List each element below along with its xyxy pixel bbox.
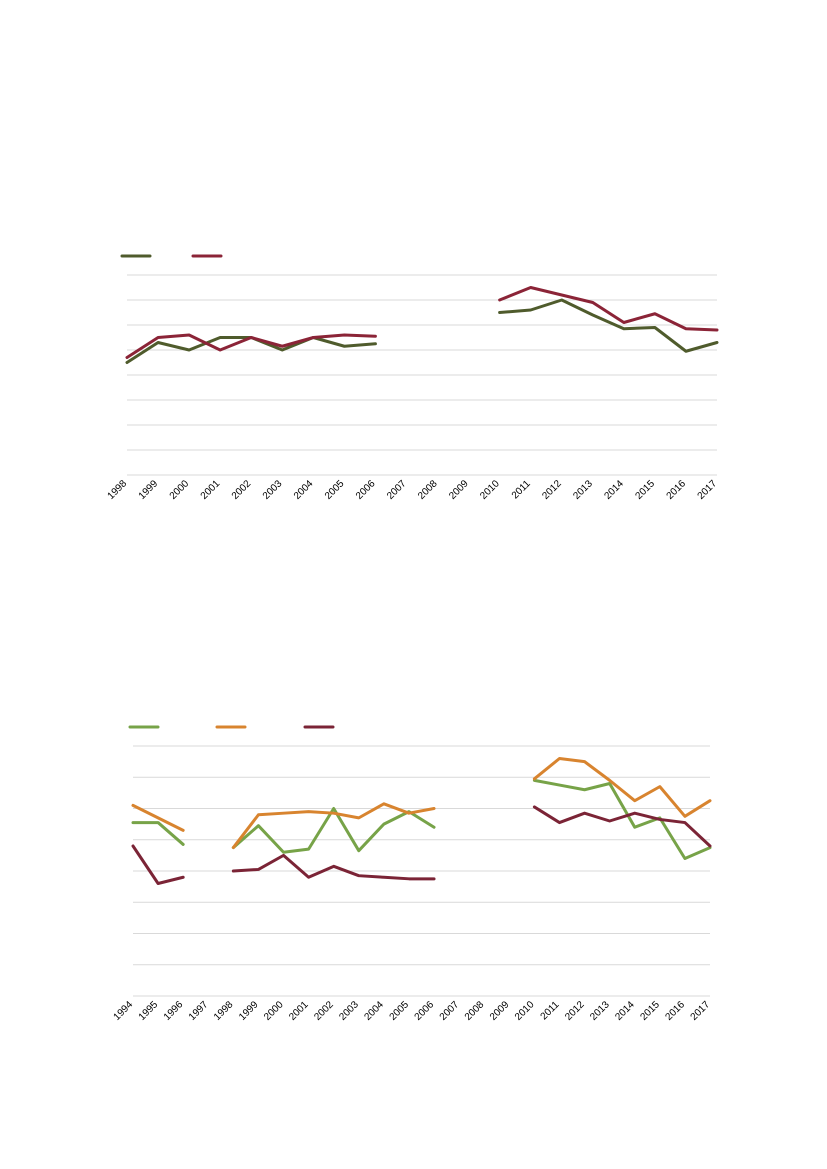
x-tick-label: 2012 xyxy=(563,999,587,1023)
x-tick-label: 2008 xyxy=(416,478,440,502)
x-tick-label: 2016 xyxy=(665,478,689,502)
x-tick-label: 1996 xyxy=(162,999,186,1023)
line-chart-2: 1994 1995 1996 1997 1998 1999 2000 2001 2002 2003… xyxy=(112,725,713,1023)
series-line-1 xyxy=(231,807,436,854)
series-line-2 xyxy=(131,803,185,832)
x-tick-label: 2013 xyxy=(588,999,612,1023)
x-tick-label: 2000 xyxy=(168,478,192,502)
x-tick-label: 2005 xyxy=(323,478,347,502)
x-tick-label: 2007 xyxy=(385,478,409,502)
x-tick-label: 2008 xyxy=(463,999,487,1023)
x-tick-label: 1994 xyxy=(112,999,136,1023)
x-tick-label: 2001 xyxy=(287,999,311,1023)
series-line-3 xyxy=(532,805,712,848)
x-tick-label: 2016 xyxy=(664,999,688,1023)
x-tick-label: 1999 xyxy=(237,999,261,1023)
x-tick-label: 2017 xyxy=(696,478,720,502)
x-tick-label: 2014 xyxy=(613,999,637,1023)
x-tick-label: 2002 xyxy=(230,478,254,502)
series-line-3 xyxy=(231,853,436,881)
x-tick-label: 2010 xyxy=(478,478,502,502)
x-tick-label: 2003 xyxy=(261,478,285,502)
x-tick-label: 1998 xyxy=(106,478,130,502)
x-tick-label: 1997 xyxy=(187,999,211,1023)
x-tick-label: 2006 xyxy=(354,478,378,502)
x-tick-label: 2009 xyxy=(447,478,471,502)
x-tick-label: 2012 xyxy=(540,478,564,502)
series-line-2 xyxy=(532,757,712,818)
line-chart-1: 1998 1999 2000 2001 2002 2003 2004 2005 2006 2007… xyxy=(106,254,720,502)
x-tick-label: 2000 xyxy=(262,999,286,1023)
x-tick-label: 2015 xyxy=(638,999,662,1023)
series-line-3 xyxy=(131,844,185,885)
series-line-1 xyxy=(131,821,185,846)
x-tick-label: 2001 xyxy=(199,478,223,502)
series-line-2 xyxy=(125,333,377,359)
x-tick-label: 1999 xyxy=(137,478,161,502)
x-tick-label: 2010 xyxy=(513,999,537,1023)
x-tick-label: 2017 xyxy=(689,999,713,1023)
x-tick-label: 2003 xyxy=(337,999,361,1023)
series-line-2 xyxy=(498,286,719,332)
x-tick-label: 2013 xyxy=(571,478,595,502)
x-tick-label: 2002 xyxy=(312,999,336,1023)
series-line-2 xyxy=(231,802,436,850)
x-tick-label: 2011 xyxy=(539,999,562,1022)
x-tick-label: 2007 xyxy=(438,999,462,1023)
x-tick-label: 2005 xyxy=(388,999,412,1023)
series-line-1 xyxy=(532,778,712,860)
x-tick-label: 2004 xyxy=(292,478,316,502)
x-tick-label: 2009 xyxy=(488,999,512,1023)
x-tick-label: 2006 xyxy=(413,999,437,1023)
x-tick-label: 1995 xyxy=(137,999,161,1023)
series-line-1 xyxy=(498,298,719,353)
x-tick-label: 1998 xyxy=(212,999,236,1023)
x-tick-label: 2004 xyxy=(362,999,386,1023)
x-tick-label: 2015 xyxy=(634,478,658,502)
x-tick-label: 2014 xyxy=(602,478,626,502)
x-tick-label: 2011 xyxy=(510,478,533,501)
